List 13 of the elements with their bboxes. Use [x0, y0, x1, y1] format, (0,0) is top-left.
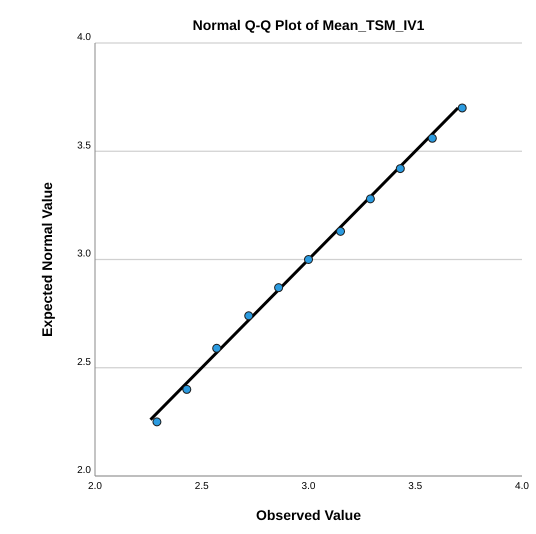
x-axis-title: Observed Value [256, 507, 362, 523]
y-tick-label: 2.5 [77, 356, 92, 368]
y-tick-label: 3.5 [77, 140, 92, 152]
x-tick-label: 2.5 [194, 481, 210, 492]
x-tick-label: 4.0 [515, 481, 530, 492]
x-tick-label: 3.0 [302, 481, 316, 492]
x-tick-label: 2.0 [88, 481, 102, 492]
y-tick-label: 4.0 [77, 32, 92, 43]
chart-title: Normal Q-Q Plot of Mean_TSM_IV1 [192, 17, 425, 33]
y-axis-title: Expected Normal Value [39, 182, 55, 337]
x-tick-label: 3.5 [408, 481, 423, 492]
y-tick-label: 3.0 [77, 248, 92, 260]
y-tick-label: 2.0 [77, 465, 92, 476]
